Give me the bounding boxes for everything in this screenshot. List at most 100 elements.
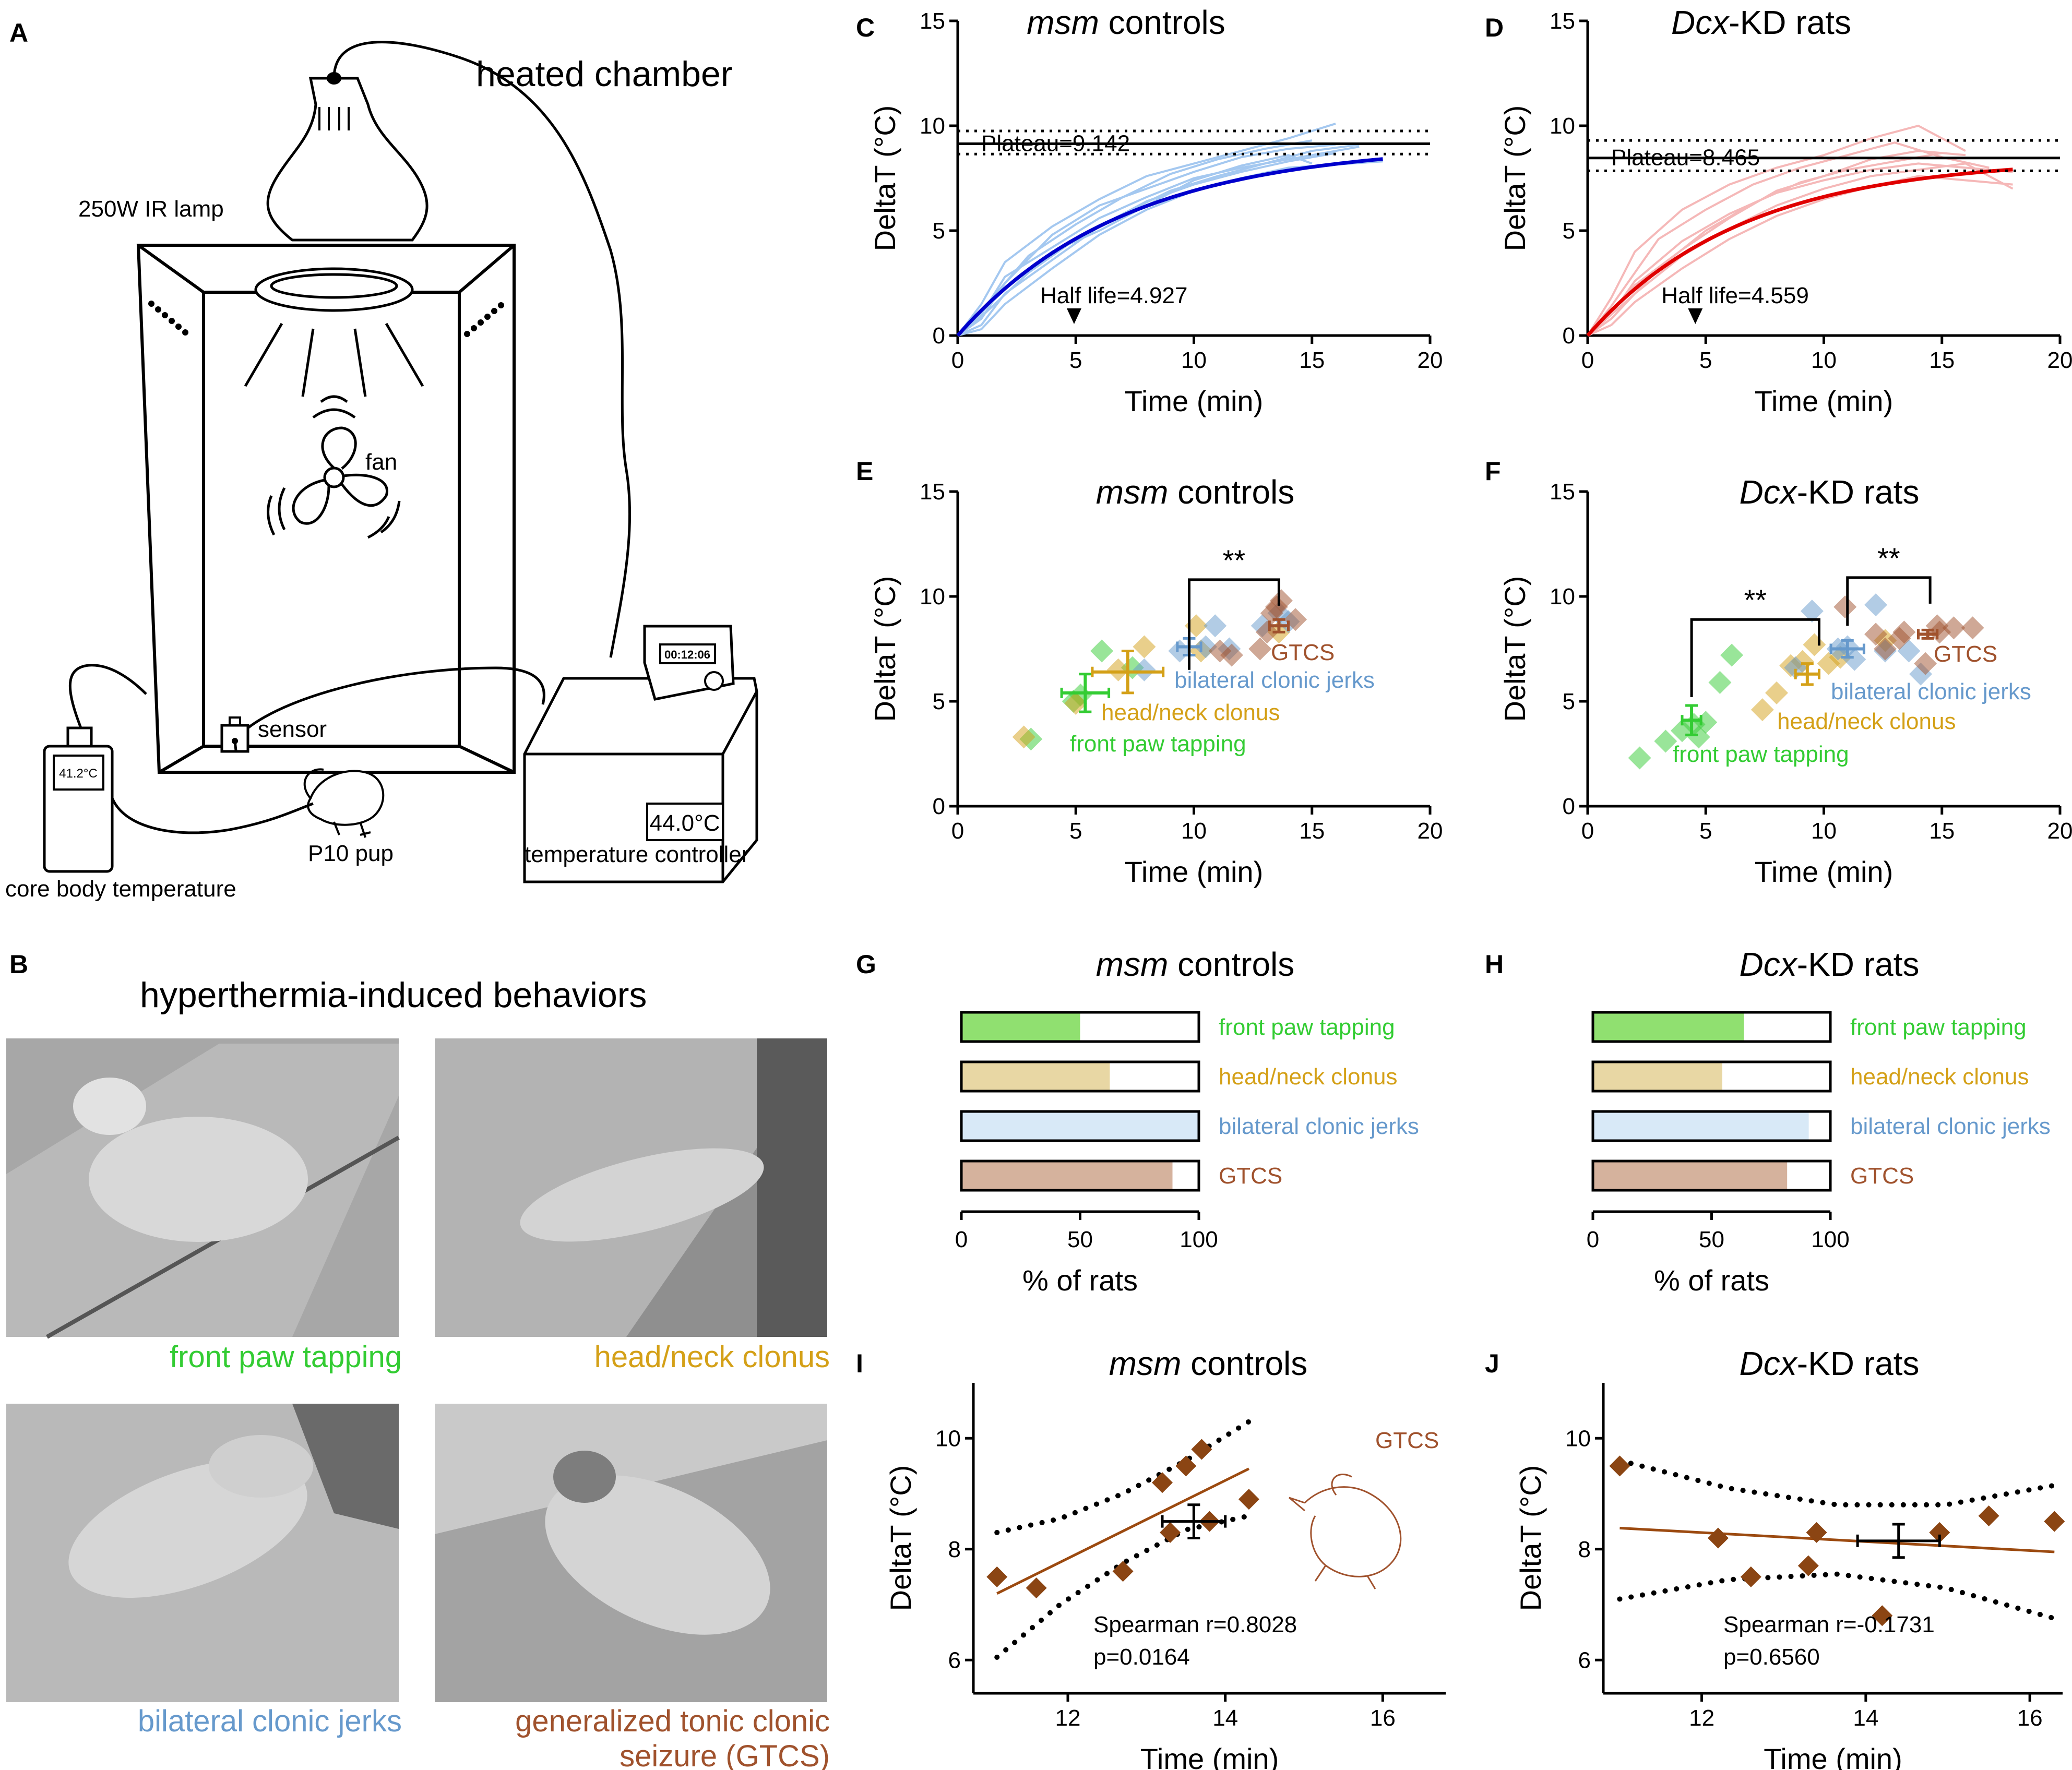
chart-title-rest: controls bbox=[1181, 1345, 1307, 1382]
caption-gtcs: generalized tonic clonic bbox=[515, 1704, 830, 1738]
data-point bbox=[1112, 1561, 1134, 1582]
y-tick-label: 6 bbox=[948, 1647, 961, 1673]
controller-timer: 00:12:06 bbox=[664, 648, 710, 661]
chart-title: Dcx-KD rats bbox=[1671, 4, 1851, 41]
y-tick-label: 0 bbox=[1563, 794, 1575, 819]
caption-head-neck-clonus: head/neck clonus bbox=[594, 1340, 830, 1374]
x-tick-label: 5 bbox=[1069, 348, 1082, 373]
chart-title-italic: Dcx bbox=[1740, 946, 1798, 983]
bar-frame-paw bbox=[1591, 1011, 1832, 1043]
y-tick-label: 10 bbox=[1550, 584, 1575, 609]
controller-display: 44.0°C bbox=[649, 810, 720, 836]
bar-gtcs bbox=[961, 1161, 1173, 1190]
data-point bbox=[986, 1566, 1008, 1587]
data-point bbox=[1609, 1455, 1630, 1477]
photo-front-paw-tapping bbox=[6, 1038, 400, 1339]
y-tick-label: 15 bbox=[920, 479, 945, 505]
x-tick-label: 5 bbox=[1699, 348, 1712, 373]
x-tick-label: 5 bbox=[1699, 818, 1712, 844]
bar-frame-jerks bbox=[960, 1110, 1200, 1142]
plateau-label: Plateau=8.465 bbox=[1611, 145, 1760, 171]
significance-stars: ** bbox=[1877, 542, 1900, 575]
data-point-clonus bbox=[1803, 633, 1826, 656]
y-axis-label: DeltaT (°C) bbox=[1498, 105, 1531, 252]
data-point bbox=[1929, 1522, 1950, 1543]
x-axis-label: Time (min) bbox=[1755, 855, 1893, 888]
gtcs-sketch-limbs bbox=[1289, 1473, 1376, 1589]
data-point-paw bbox=[1654, 729, 1677, 753]
y-tick-label: 10 bbox=[920, 584, 945, 609]
bar-frame-clonus bbox=[1591, 1060, 1832, 1093]
bar-jerks bbox=[961, 1111, 1199, 1141]
y-tick-label: 5 bbox=[1563, 218, 1575, 244]
x-tick-label: 16 bbox=[1370, 1705, 1396, 1731]
data-point bbox=[1160, 1522, 1181, 1543]
chart-title-rest: -KD rats bbox=[1729, 4, 1851, 41]
photo-bilateral-clonic-jerks bbox=[6, 1404, 399, 1702]
spearman-r: Spearman r=0.8028 bbox=[1093, 1612, 1297, 1637]
panel-label: D bbox=[1485, 13, 1504, 42]
x-tick-label: 0 bbox=[1581, 818, 1594, 844]
bar-label-clonus: head/neck clonus bbox=[1219, 1064, 1397, 1090]
regression-line bbox=[996, 1467, 1250, 1595]
group-label-jerks: bilateral clonic jerks bbox=[1174, 667, 1375, 693]
spearman-p: p=0.0164 bbox=[1093, 1644, 1190, 1670]
chart-title: msm controls bbox=[1096, 946, 1295, 983]
data-point-jerks bbox=[1800, 600, 1824, 623]
behaviors-title: hyperthermia-induced behaviors bbox=[140, 975, 647, 1015]
gtcs-sketch-icon bbox=[1289, 1473, 1402, 1589]
chart-title-rest: controls bbox=[1168, 946, 1294, 983]
x-tick-label: 12 bbox=[1055, 1705, 1081, 1731]
photo-head-neck-clonus bbox=[435, 1038, 827, 1337]
y-axis-label: DeltaT (°C) bbox=[868, 105, 901, 252]
significance-bracket bbox=[1187, 578, 1280, 670]
panel-b: B hyperthermia-induced behaviors bbox=[6, 950, 830, 1770]
x-tick-label: 20 bbox=[1418, 348, 1443, 373]
panel-label: E bbox=[856, 457, 873, 486]
bar-paw bbox=[961, 1012, 1080, 1042]
data-point bbox=[1797, 1555, 1819, 1576]
data-point-paw bbox=[1628, 746, 1651, 770]
y-tick-label: 0 bbox=[1563, 323, 1575, 349]
individual-trace bbox=[957, 143, 1360, 337]
data-point bbox=[1708, 1527, 1729, 1549]
pup-icon bbox=[303, 768, 385, 838]
x-tick-label: 10 bbox=[1181, 348, 1207, 373]
data-point bbox=[1978, 1505, 1999, 1526]
x-axis-label: Time (min) bbox=[1764, 1742, 1902, 1770]
x-tick-label: 0 bbox=[1581, 348, 1594, 373]
regression-line bbox=[1620, 1526, 2055, 1553]
x-axis-label: Time (min) bbox=[1140, 1742, 1279, 1770]
x-tick-label: 0 bbox=[955, 1227, 968, 1252]
half-life-label: Half life=4.559 bbox=[1661, 283, 1809, 308]
data-point-gtcs bbox=[1248, 637, 1272, 661]
y-tick-label: 15 bbox=[920, 8, 945, 34]
data-point-clonus bbox=[1133, 635, 1156, 659]
chart-title-italic: msm bbox=[1096, 473, 1169, 511]
sensor-cable bbox=[247, 666, 545, 729]
x-axis-label: % of rats bbox=[1022, 1264, 1138, 1297]
bar-label-gtcs: GTCS bbox=[1850, 1163, 1914, 1189]
chart-title: Dcx-KD rats bbox=[1740, 473, 1920, 511]
x-tick-label: 15 bbox=[1299, 818, 1325, 844]
photo-gtcs bbox=[435, 1404, 827, 1702]
chart-title-italic: Dcx bbox=[1740, 1345, 1798, 1382]
y-tick-label: 5 bbox=[1563, 689, 1575, 714]
chart-title-italic: msm bbox=[1109, 1345, 1182, 1382]
x-tick-label: 14 bbox=[1212, 1705, 1238, 1731]
data-point-clonus bbox=[1765, 681, 1788, 704]
chart-title: msm controls bbox=[1027, 4, 1225, 41]
bar-label-gtcs: GTCS bbox=[1219, 1163, 1282, 1189]
caption-bilateral-clonic-jerks: bilateral clonic jerks bbox=[138, 1704, 402, 1738]
chart-title-rest: -KD rats bbox=[1797, 1345, 1920, 1382]
data-point-paw bbox=[1090, 639, 1114, 663]
data-point bbox=[1152, 1472, 1173, 1493]
lamp-label: 250W IR lamp bbox=[78, 196, 224, 222]
bar-label-paw: front paw tapping bbox=[1850, 1014, 2027, 1040]
chart-title-rest: -KD rats bbox=[1797, 946, 1920, 983]
panel-label: H bbox=[1485, 950, 1504, 979]
data-point bbox=[1175, 1455, 1197, 1477]
data-point-jerks bbox=[1864, 593, 1888, 617]
